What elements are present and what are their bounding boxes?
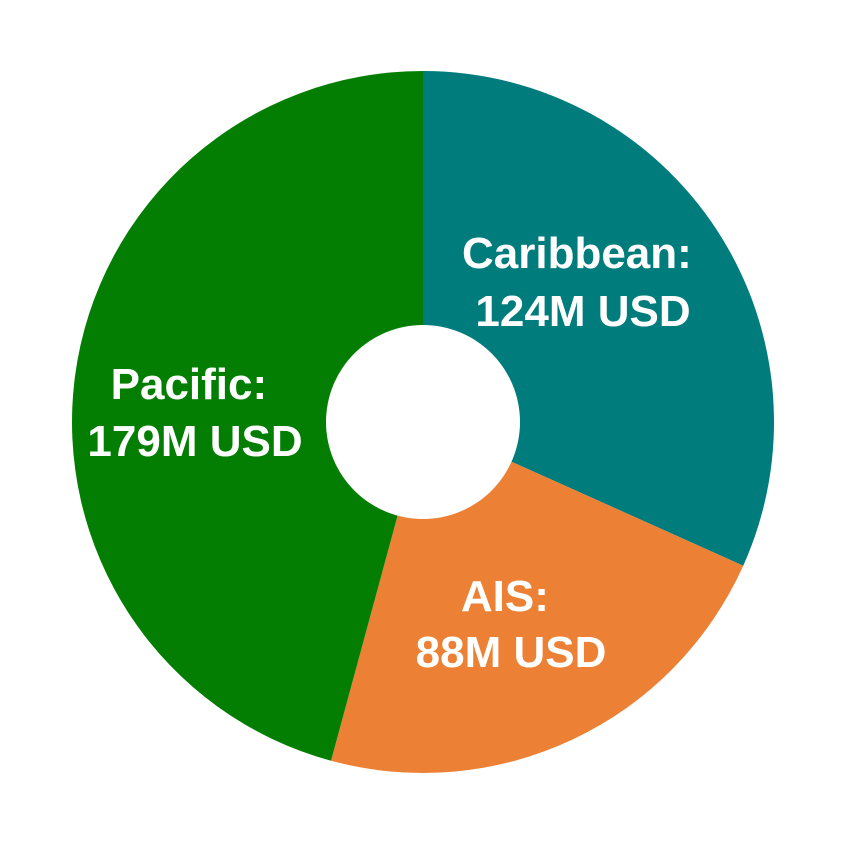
slice-label-caribbean-value: 124M USD <box>475 287 690 336</box>
slice-label-pacific-name: Pacific: <box>111 360 268 409</box>
donut-hole <box>326 325 520 519</box>
slice-label-caribbean-name: Caribbean: <box>462 229 692 278</box>
slice-label-ais-value: 88M USD <box>416 628 607 677</box>
slice-label-ais: AIS: 88M USD <box>416 572 607 677</box>
slice-pacific <box>72 71 424 761</box>
slice-label-ais-name: AIS: <box>461 572 549 621</box>
slice-label-pacific-value: 179M USD <box>87 417 302 466</box>
labels-group: Caribbean: 124M USD AIS: 88M USD Pacific… <box>87 229 704 677</box>
slice-label-pacific: Pacific: 179M USD <box>87 360 302 466</box>
slice-label-caribbean: Caribbean: 124M USD <box>462 229 704 336</box>
